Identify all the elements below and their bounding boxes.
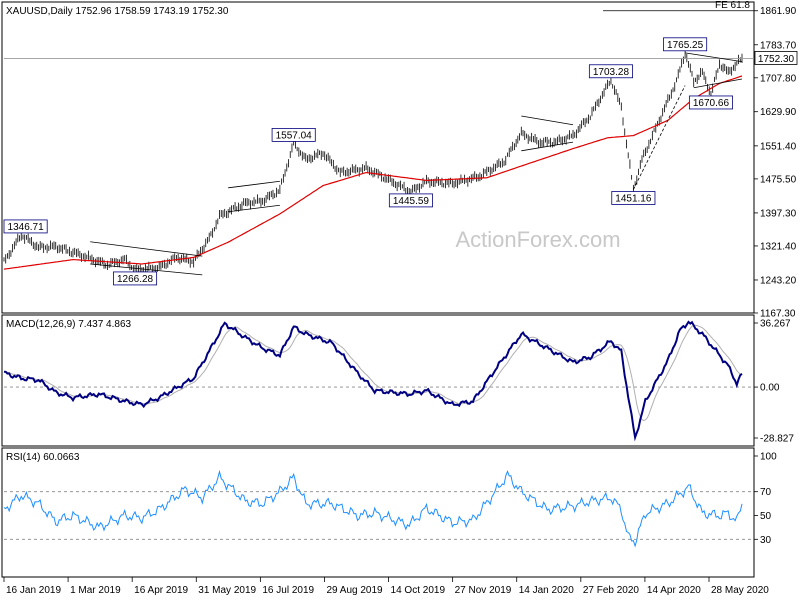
triangle-lower-line (521, 141, 574, 152)
date-tick-label: 28 May 2020 (711, 585, 769, 596)
date-tick-label: 14 Apr 2020 (647, 585, 701, 596)
channel-lower-line (228, 204, 280, 213)
svg-text:1557.04: 1557.04 (276, 130, 313, 141)
price-tick-label: 1397.30 (760, 208, 797, 219)
price-tick-label: 1783.70 (760, 40, 797, 51)
price-annotation: 1703.28 (588, 64, 633, 79)
svg-text:1451.16: 1451.16 (615, 193, 652, 204)
price-tick-label: 1551.40 (760, 141, 797, 152)
macd-panel (1, 314, 755, 447)
svg-text:1703.28: 1703.28 (593, 67, 630, 78)
channel-upper-line (228, 180, 280, 189)
rsi-panel (1, 447, 755, 578)
macd-label: MACD(12,26,9) 7.437 4.863 (6, 319, 132, 330)
wedge-lower-line (90, 263, 203, 276)
consolidation-upper-line (685, 52, 743, 63)
watermark: ActionForex.com (455, 227, 620, 252)
rally-trend-line (633, 85, 686, 190)
current-price-box (754, 51, 798, 65)
rsi-label: RSI(14) 60.0663 (6, 452, 80, 463)
date-tick-label: 14 Jan 2020 (519, 585, 574, 596)
wedge-upper-line (90, 241, 203, 257)
price-annotation: 1346.71 (3, 219, 48, 234)
rsi-line (3, 469, 743, 548)
sma-line (3, 75, 743, 270)
rsi-tick-label: 30 (760, 535, 772, 546)
rsi-tick-label: 100 (760, 452, 777, 463)
macd-line (3, 320, 743, 442)
price-tick-label: 1707.80 (760, 73, 797, 84)
macd-tick-label: 0.00 (760, 383, 780, 394)
date-tick-label: 27 Feb 2020 (583, 585, 640, 596)
price-panel (1, 1, 755, 314)
svg-text:1670.66: 1670.66 (693, 98, 730, 109)
svg-text:1346.71: 1346.71 (8, 222, 45, 233)
price-tick-label: 1321.40 (760, 241, 797, 252)
price-annotation: 1557.04 (271, 128, 316, 142)
price-annotation: 1266.28 (113, 271, 158, 286)
price-tick-label: 1629.90 (760, 107, 797, 118)
svg-text:1266.28: 1266.28 (117, 274, 154, 285)
price-annotation: 1445.59 (388, 193, 433, 208)
date-tick-label: 31 May 2019 (198, 585, 256, 596)
macd-tick-label: 36.267 (760, 319, 791, 330)
macd-tick-label: -28.827 (760, 434, 794, 445)
price-annotation: 1670.66 (688, 95, 733, 110)
date-tick-label: 14 Oct 2019 (391, 585, 446, 596)
fe-label: FE 61.8 (715, 0, 750, 11)
price-tick-label: 1167.30 (760, 309, 796, 320)
date-tick-label: 16 Apr 2019 (134, 585, 188, 596)
price-tick-label: 1475.50 (760, 174, 797, 185)
rsi-tick-label: 50 (760, 511, 772, 522)
svg-text:1765.25: 1765.25 (667, 40, 704, 51)
price-annotation: 1765.25 (663, 37, 708, 52)
date-tick-label: 29 Aug 2019 (326, 585, 383, 596)
consolidation-lower-line (693, 78, 743, 89)
current-price-label: 1752.30 (758, 54, 795, 65)
date-tick-label: 16 Jul 2019 (262, 585, 314, 596)
rsi-tick-label: 70 (760, 487, 772, 498)
date-tick-label: 1 Mar 2019 (70, 585, 121, 596)
price-annotation: 1451.16 (611, 191, 656, 205)
triangle-upper-line (521, 115, 574, 126)
chart-header: XAUUSD,Daily 1752.96 1758.59 1743.19 175… (6, 6, 229, 17)
price-tick-label: 1243.20 (760, 275, 797, 286)
date-tick-label: 16 Jan 2019 (6, 585, 61, 596)
svg-text:1445.59: 1445.59 (393, 196, 430, 207)
price-tick-label: 1861.90 (760, 6, 797, 17)
date-tick-label: 27 Nov 2019 (455, 585, 512, 596)
